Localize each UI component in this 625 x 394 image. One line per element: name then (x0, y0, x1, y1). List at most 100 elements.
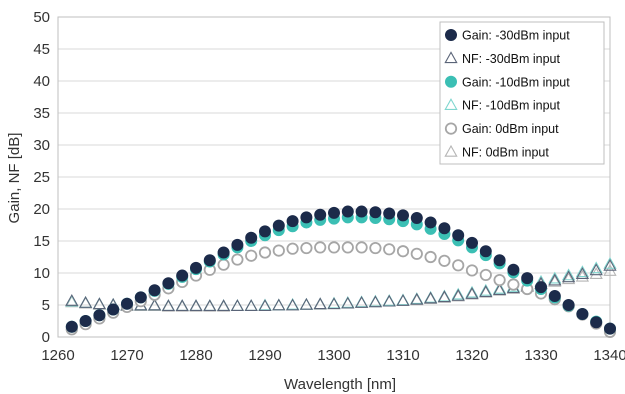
data-point (175, 299, 189, 312)
plot-frame (57, 16, 611, 338)
data-point (479, 245, 492, 258)
y-tick-label: 0 (42, 329, 50, 346)
data-point (314, 241, 327, 254)
plot-border (57, 16, 611, 338)
data-point (355, 241, 368, 254)
data-point (189, 261, 202, 274)
data-point (285, 298, 300, 311)
data-point (493, 254, 506, 267)
data-point (217, 246, 230, 259)
x-axis-title: Wavelength [nm] (284, 376, 396, 393)
data-point (369, 241, 382, 255)
data-point (575, 267, 590, 280)
data-point (492, 281, 507, 294)
data-point (314, 208, 327, 221)
y-tick-label: 25 (33, 169, 50, 186)
data-point (147, 298, 162, 311)
data-point (452, 229, 465, 242)
data-point (300, 241, 313, 255)
data-point (410, 247, 423, 260)
data-point (341, 205, 354, 218)
data-point (258, 225, 271, 238)
data-point (299, 297, 314, 310)
data-point (492, 283, 507, 296)
data-point (93, 309, 106, 322)
y-tick-label: 20 (33, 201, 50, 218)
data-point (299, 297, 314, 310)
legend: Gain: -30dBm input NF: -30dBm input Gain: … (439, 21, 605, 165)
data-point (231, 238, 244, 251)
data-point (216, 299, 231, 312)
data-point (548, 271, 562, 284)
y-tick-label: 30 (33, 137, 50, 154)
data-point (203, 299, 217, 312)
data-point (396, 245, 410, 258)
data-point (369, 206, 382, 219)
x-tick-label: 1290 (248, 347, 281, 364)
data-point (561, 268, 576, 281)
data-point (562, 298, 575, 311)
data-point (286, 242, 299, 255)
data-point (382, 294, 396, 307)
data-point (313, 297, 327, 310)
data-point (355, 205, 368, 218)
legend-label: NF: 0dBm input (462, 146, 549, 160)
x-tick-label: 1310 (386, 347, 419, 364)
data-point (382, 294, 396, 307)
data-point (575, 269, 590, 282)
data-point (107, 303, 120, 316)
data-point (521, 272, 534, 285)
legend-marker (444, 28, 457, 41)
data-point (327, 206, 340, 219)
data-point (189, 299, 203, 312)
legend-label: Gain: 0dBm input (462, 122, 559, 136)
data-point (258, 246, 272, 259)
legend-marker (444, 144, 458, 157)
data-point (396, 294, 410, 306)
data-point (479, 285, 493, 297)
data-point (92, 297, 107, 310)
data-point (245, 249, 258, 262)
x-tick-label: 1270 (110, 347, 143, 364)
data-point (313, 297, 327, 310)
data-point (589, 267, 603, 280)
data-point (216, 299, 231, 312)
data-point (383, 243, 396, 256)
y-tick-label: 35 (33, 105, 50, 122)
data-point (451, 287, 465, 300)
data-point (383, 207, 396, 220)
data-point (203, 299, 217, 312)
data-point (300, 211, 313, 224)
data-point (452, 259, 465, 272)
legend-box (439, 21, 605, 165)
x-tick-label: 1320 (455, 347, 488, 364)
x-tick-label: 1280 (179, 347, 212, 364)
data-point (327, 297, 341, 310)
data-point (230, 299, 245, 312)
data-point (438, 222, 451, 235)
data-point (244, 299, 258, 312)
data-point (493, 273, 506, 287)
y-tick-label: 15 (33, 233, 50, 250)
data-point (561, 272, 576, 285)
data-point (176, 269, 189, 282)
data-point (589, 263, 603, 276)
x-tick-label: 1330 (524, 347, 557, 364)
data-point (327, 241, 341, 254)
data-point (575, 265, 590, 278)
series-1 (65, 258, 617, 312)
data-point (368, 295, 383, 308)
data-point (603, 258, 617, 271)
data-point (465, 286, 479, 299)
data-point (423, 291, 438, 304)
y-tick-label: 50 (33, 9, 50, 26)
y-tick-label: 5 (42, 297, 50, 314)
data-point (451, 288, 465, 301)
data-point (410, 211, 423, 224)
x-tick-label: 1260 (41, 347, 74, 364)
y-axis-title: Gain, NF [dB] (6, 133, 23, 224)
legend-label: Gain: -30dBm input (462, 29, 570, 43)
data-point (341, 241, 354, 254)
data-point (424, 250, 437, 264)
data-point (479, 268, 492, 282)
